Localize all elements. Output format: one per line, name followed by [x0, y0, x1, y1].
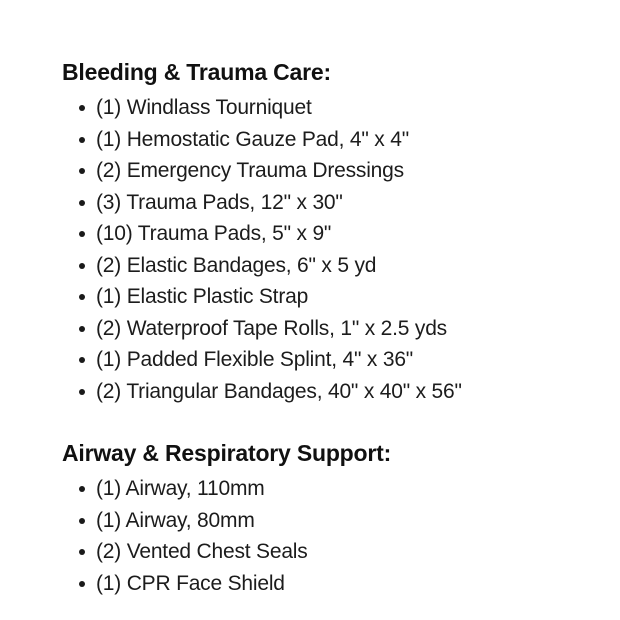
bullet-icon [79, 136, 85, 143]
bullet-icon [79, 168, 85, 174]
section-title: Bleeding & Trauma Care: [62, 59, 331, 85]
list-item: (1) Padded Flexible Splint, 4" x 36" [62, 344, 584, 376]
list-item: (3) Trauma Pads, 12" x 30" [62, 187, 584, 219]
list-item-text: (1) CPR Face Shield [96, 571, 285, 595]
list-item: (2) Vented Chest Seals [62, 536, 584, 568]
list-item-text: (1) Elastic Plastic Strap [96, 285, 309, 308]
list-item-text: (1) Airway, 110mm [96, 477, 265, 500]
bullet-icon [79, 105, 85, 111]
bullet-icon [79, 357, 85, 363]
list-item: (1) Windlass Tourniquet [62, 92, 584, 124]
list-item: (2) Triangular Bandages, 40" x 40" x 56" [62, 376, 584, 408]
list-item-text: (2) Waterproof Tape Rolls, 1" x 2.5 yds [96, 316, 447, 340]
list-item-text: (1) Windlass Tourniquet [96, 96, 312, 119]
list-item: (1) CPR Face Shield [62, 568, 584, 600]
bullet-icon [79, 325, 85, 332]
list-item: (1) Airway, 110mm [62, 473, 584, 505]
list-item: (2) Emergency Trauma Dressings [62, 155, 584, 187]
list-item-text: (2) Emergency Trauma Dressings [96, 159, 404, 182]
list-item-text: (2) Triangular Bandages, 40" x 40" x 56" [96, 379, 462, 403]
bullet-icon [79, 199, 85, 206]
bleeding-trauma-item-list: (1) Windlass Tourniquet (1) Hemostatic G… [62, 92, 584, 407]
bullet-icon [79, 294, 85, 300]
list-item-text: (10) Trauma Pads, 5" x 9" [96, 222, 332, 245]
section-title: Airway & Respiratory Support: [62, 440, 392, 466]
bullet-icon [79, 580, 85, 587]
list-item: (2) Elastic Bandages, 6" x 5 yd [62, 250, 584, 282]
bullet-icon [79, 486, 85, 492]
list-item-text: (1) Hemostatic Gauze Pad, 4" x 4" [96, 127, 409, 151]
bullet-icon [79, 388, 85, 395]
list-item: (10) Trauma Pads, 5" x 9" [62, 218, 584, 250]
list-item-text: (2) Elastic Bandages, 6" x 5 yd [96, 253, 377, 277]
section-bleeding-trauma-care: Bleeding & Trauma Care: (1) Windlass Tou… [62, 56, 584, 407]
section-airway-respiratory-support: Airway & Respiratory Support: (1) Airway… [62, 437, 584, 599]
list-item-text: (1) Padded Flexible Splint, 4" x 36" [96, 348, 414, 371]
list-item-text: (3) Trauma Pads, 12" x 30" [96, 190, 343, 214]
bullet-icon [79, 517, 85, 524]
list-item: (1) Elastic Plastic Strap [62, 281, 584, 313]
bullet-icon [79, 231, 85, 237]
bullet-icon [79, 549, 85, 555]
bullet-icon [79, 262, 85, 269]
list-item-text: (2) Vented Chest Seals [96, 540, 308, 563]
list-item: (1) Hemostatic Gauze Pad, 4" x 4" [62, 124, 584, 156]
list-item: (2) Waterproof Tape Rolls, 1" x 2.5 yds [62, 313, 584, 345]
list-item-text: (1) Airway, 80mm [96, 508, 255, 532]
list-item: (1) Airway, 80mm [62, 505, 584, 537]
airway-respiratory-item-list: (1) Airway, 110mm (1) Airway, 80mm (2) V… [62, 473, 584, 599]
